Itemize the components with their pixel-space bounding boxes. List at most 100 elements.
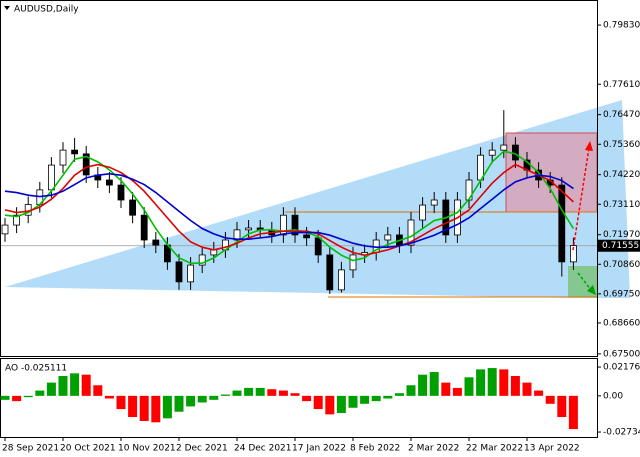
y-tick-label: 0.76470 — [603, 110, 640, 120]
y-tick-label: 0.00 — [603, 391, 623, 401]
ao-bar — [128, 395, 138, 418]
moving-average — [4, 173, 574, 248]
ao-bar — [406, 385, 416, 396]
y-tick-label: -0.027343 — [603, 428, 640, 438]
ao-bar — [81, 374, 91, 396]
candle-body — [419, 204, 427, 221]
moving-average — [4, 163, 574, 257]
ao-bar — [360, 395, 370, 404]
plot — [0, 110, 597, 294]
ao-bar — [220, 394, 230, 396]
x-tick-label: 8 Feb 2022 — [350, 444, 400, 454]
ao-bar — [336, 395, 346, 414]
x-tick-label: 22 Mar 2022 — [466, 444, 523, 454]
y-tick-label: 0.68660 — [603, 318, 640, 328]
ao-bar — [46, 382, 56, 396]
ao-bar — [290, 393, 300, 396]
ao-bar — [104, 395, 114, 399]
ao-title: AO -0.025111 — [5, 364, 67, 374]
ao-bar — [116, 395, 126, 410]
ao-bar — [429, 372, 439, 396]
zone-box — [505, 132, 598, 213]
ao-bar — [325, 395, 335, 415]
ao-bar — [313, 395, 323, 410]
candle-body — [326, 254, 334, 291]
candle-body — [245, 227, 253, 231]
x-tick-label: 13 Apr 2022 — [524, 444, 580, 454]
ao-bar — [394, 393, 404, 396]
x-tick-label: 10 Nov 2021 — [118, 444, 176, 454]
ao-bar — [70, 373, 80, 396]
y-tick-label: 0.73110 — [603, 200, 640, 210]
candle-body — [106, 179, 113, 186]
y-tick-label: 0.74220 — [603, 170, 640, 180]
candle-body — [337, 269, 345, 291]
x-tick-label: 2 Mar 2022 — [408, 444, 459, 454]
ao-bar — [476, 369, 486, 396]
ao-bar — [545, 395, 555, 404]
ao-bar — [162, 395, 172, 419]
up-arrowhead — [585, 141, 593, 151]
ao-bar — [302, 395, 312, 402]
x-tick-label: 28 Sep 2021 — [2, 444, 59, 454]
candle-body — [59, 149, 67, 166]
ao-bar — [464, 377, 474, 396]
symbol-title: AUDUSD,Daily — [14, 5, 79, 15]
down-arrow — [577, 272, 592, 291]
candle-body — [570, 245, 577, 263]
ao-bar — [151, 395, 161, 423]
candle-body — [512, 144, 519, 161]
y-tick-label: 0.69750 — [603, 289, 640, 299]
candle-body — [152, 239, 160, 246]
y-tick-label: 0.79830 — [603, 21, 640, 31]
candle-body — [488, 149, 496, 156]
candle-body — [500, 144, 508, 151]
candle-body — [291, 214, 299, 236]
candle-body — [349, 254, 357, 271]
y-tick-label: 0.67500 — [603, 349, 640, 359]
candle-body — [82, 153, 90, 176]
candle-body — [175, 261, 183, 283]
candle-body — [558, 184, 566, 263]
candle-body — [13, 214, 21, 226]
candle-body — [198, 254, 206, 266]
ao-bar — [197, 395, 207, 403]
down-arrowhead — [587, 285, 596, 295]
menu-icon — [4, 6, 10, 10]
wedge-area — [5, 100, 630, 298]
ao-bar — [278, 390, 288, 396]
ao-bar — [487, 368, 497, 396]
ao-bar — [174, 395, 184, 412]
y-tick-label: 0.75360 — [603, 140, 640, 150]
ao-bar — [186, 395, 196, 407]
ao-bar — [58, 375, 68, 396]
ao-bar — [383, 395, 393, 399]
ao-bar — [209, 395, 219, 400]
last-price-label: 0.71555 — [602, 241, 639, 251]
up-arrow — [572, 147, 590, 251]
candle-body — [384, 234, 392, 241]
candle-body — [117, 184, 125, 201]
x-tick-label: 24 Dec 2021 — [234, 444, 292, 454]
y-tick-label: 0.77610 — [603, 80, 640, 90]
ao-bar — [441, 382, 451, 396]
main-frame — [0, 0, 598, 357]
candle-body — [129, 199, 137, 216]
candle-body — [407, 219, 415, 246]
ao-bar — [534, 390, 544, 396]
x-tick-label: 17 Jan 2022 — [292, 444, 346, 454]
candle-body — [279, 214, 287, 236]
y-tick-label: 0.70860 — [603, 260, 640, 270]
ao-bar — [35, 390, 45, 396]
ao-bar — [557, 395, 567, 418]
ao-bar — [139, 395, 149, 421]
ao-bar — [93, 385, 103, 396]
ao-bar — [244, 387, 254, 396]
ao-bar — [255, 387, 265, 396]
ao-bar — [522, 382, 532, 396]
candle-body — [71, 149, 78, 155]
x-tick-label: 20 Oct 2021 — [60, 444, 116, 454]
candle-body — [303, 234, 311, 239]
ao-bar — [23, 395, 33, 398]
